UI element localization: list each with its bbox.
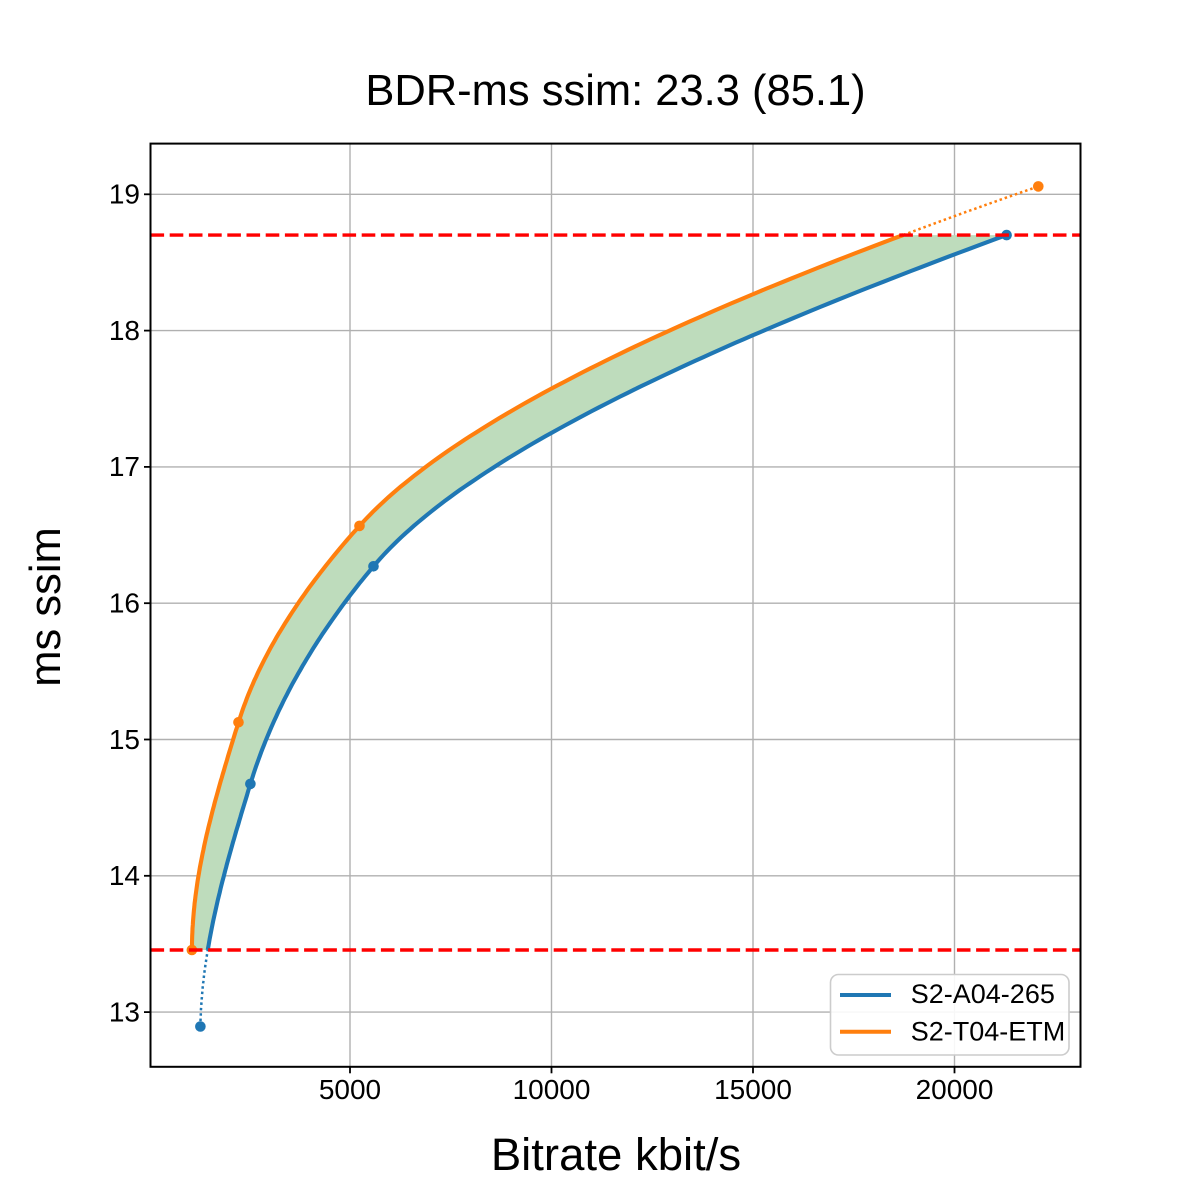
svg-text:19: 19: [109, 179, 140, 210]
svg-text:15: 15: [109, 724, 140, 755]
svg-text:13: 13: [109, 996, 140, 1027]
svg-text:ms ssim: ms ssim: [22, 527, 70, 686]
svg-text:S2-T04-ETM: S2-T04-ETM: [911, 1017, 1066, 1047]
svg-text:BDR-ms ssim: 23.3 (85.1): BDR-ms ssim: 23.3 (85.1): [365, 67, 865, 115]
svg-text:10000: 10000: [513, 1074, 591, 1105]
svg-text:18: 18: [109, 315, 140, 346]
svg-text:14: 14: [109, 860, 140, 891]
svg-text:S2-A04-265: S2-A04-265: [911, 979, 1055, 1009]
svg-text:20000: 20000: [916, 1074, 994, 1105]
svg-text:5000: 5000: [319, 1074, 381, 1105]
svg-text:15000: 15000: [714, 1074, 792, 1105]
svg-text:16: 16: [109, 588, 140, 619]
svg-text:17: 17: [109, 451, 140, 482]
svg-text:Bitrate kbit/s: Bitrate kbit/s: [491, 1129, 741, 1180]
